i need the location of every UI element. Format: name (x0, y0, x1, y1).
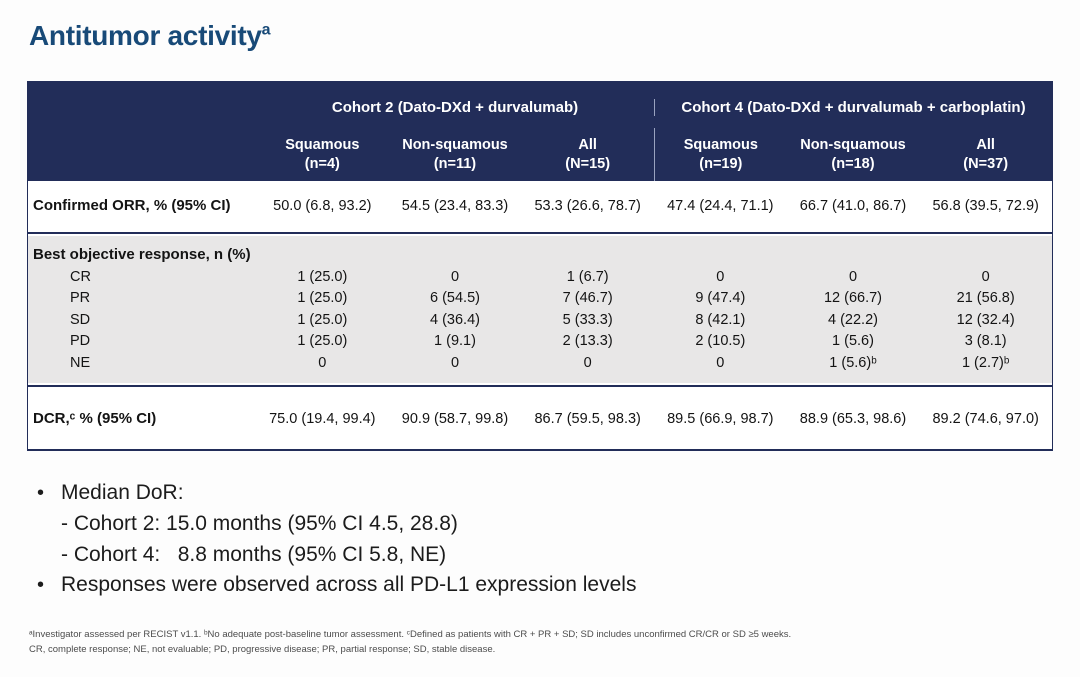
bor-row-cr: CR 1 (25.0) 0 1 (6.7) 0 0 0 (28, 266, 1052, 288)
row-label: PR (70, 290, 91, 307)
value-cell: 86.7 (59.5, 98.3) (534, 410, 641, 427)
value-cell: 0 (848, 268, 858, 285)
sub-bullet-cohort4: - Cohort 4: 8.8 months (95% CI 5.8, NE) (61, 542, 447, 566)
value-cell: 4 (36.4) (430, 311, 480, 328)
value-cell: 2 (10.5) (695, 333, 746, 350)
value-cell: 1 (9.1) (434, 333, 476, 350)
value-cell: 66.7 (41.0, 86.7) (799, 197, 907, 214)
value-cell: 0 (318, 354, 327, 371)
value-cell: 54.5 (23.4, 83.3) (401, 197, 509, 214)
column-header-row: Squamous (n=4) Non-squamous (n=11) All (… (28, 128, 1052, 181)
value-cell: 89.2 (74.6, 97.0) (932, 410, 1039, 427)
value-cell: 75.0 (19.4, 99.4) (269, 410, 376, 427)
row-label: DCR,ᶜ % (95% CI) (33, 410, 157, 427)
value-cell: 12 (32.4) (956, 311, 1015, 328)
value-cell: 0 (716, 268, 725, 285)
value-cell: 9 (47.4) (695, 290, 746, 307)
bor-row-pr: PR 1 (25.0) 6 (54.5) 7 (46.7) 9 (47.4) 1… (28, 288, 1052, 310)
value-cell: 1 (25.0) (297, 311, 348, 328)
value-cell: 5 (33.3) (562, 311, 613, 328)
cohort-group-header-row: Cohort 2 (Dato-DXd + durvalumab) Cohort … (28, 82, 1052, 128)
column-header-c2-all: All (N=15) (565, 137, 611, 172)
value-cell: 8 (42.1) (695, 311, 746, 328)
column-header-c4-nonsquamous: Non-squamous (n=18) (800, 137, 906, 172)
sub-bullet-cohort2: - Cohort 2: 15.0 months (95% CI 4.5, 28.… (61, 511, 458, 535)
value-cell: 1 (25.0) (297, 268, 348, 285)
row-label: PD (70, 333, 91, 350)
section-divider (28, 384, 1052, 387)
value-cell: 6 (54.5) (430, 290, 480, 307)
group-header-cohort4: Cohort 4 (Dato-DXd + durvalumab + carbop… (654, 98, 1052, 116)
value-cell: 2 (13.3) (562, 333, 613, 350)
page-title-footnote-marker: a (261, 21, 271, 39)
confirmed-orr-row: Confirmed ORR, % (95% CI) 50.0 (6.8, 93.… (28, 181, 1052, 230)
value-cell: 0 (450, 354, 460, 371)
bor-row-pd: PD 1 (25.0) 1 (9.1) 2 (13.3) 2 (10.5) 1 … (28, 331, 1052, 353)
best-objective-response-section: Best objective response, n (%) CR 1 (25.… (28, 236, 1052, 383)
column-header-c4-all: All (N=37) (963, 137, 1009, 172)
value-cell: 0 (450, 268, 460, 285)
column-header-c2-squamous: Squamous (n=4) (285, 137, 360, 172)
value-cell: 53.3 (26.6, 78.7) (534, 197, 641, 214)
value-cell: 1 (5.6)ᵇ (829, 354, 877, 371)
bor-section-title-row: Best objective response, n (%) (28, 243, 1052, 266)
footnote-line-2: CR, complete response; NE, not evaluable… (29, 643, 496, 655)
value-cell: 21 (56.8) (956, 290, 1015, 307)
value-cell: 88.9 (65.3, 98.6) (799, 410, 907, 427)
slide: Antitumor activitya Cohort 2 (Dato-DXd +… (27, 20, 1053, 657)
value-cell: 1 (2.7)ᵇ (961, 354, 1010, 371)
value-cell: 1 (25.0) (297, 290, 348, 307)
row-label: CR (70, 268, 91, 285)
value-cell: 1 (25.0) (297, 333, 348, 350)
page-title: Antitumor activitya (29, 20, 1053, 52)
results-table: Cohort 2 (Dato-DXd + durvalumab) Cohort … (27, 81, 1053, 451)
value-cell: 1 (6.7) (566, 268, 609, 285)
value-cell: 3 (8.1) (964, 333, 1007, 350)
value-cell: 4 (22.2) (828, 311, 878, 328)
column-header-c4-squamous: Squamous (n=19) (654, 128, 787, 181)
page-title-text: Antitumor activity (29, 20, 262, 51)
bullet-icon: • (37, 481, 45, 504)
row-label: NE (70, 354, 91, 371)
section-divider (28, 232, 1052, 234)
bor-row-sd: SD 1 (25.0) 4 (36.4) 5 (33.3) 8 (42.1) 4… (28, 309, 1052, 331)
value-cell: 1 (5.6) (832, 333, 874, 350)
bor-row-ne: NE 0 0 0 0 1 (5.6)ᵇ 1 (2.7)ᵇ (28, 352, 1052, 374)
section-label: Best objective response, n (%) (33, 246, 251, 263)
group-header-cohort2: Cohort 2 (Dato-DXd + durvalumab) (331, 98, 579, 116)
table-header: Cohort 2 (Dato-DXd + durvalumab) Cohort … (28, 82, 1052, 181)
footnotes: ᵃInvestigator assessed per RECIST v1.1. … (29, 627, 1053, 657)
value-cell: 47.4 (24.4, 71.1) (667, 197, 774, 214)
value-cell: 0 (583, 354, 592, 371)
value-cell: 7 (46.7) (562, 290, 613, 307)
value-cell: 50.0 (6.8, 93.2) (273, 197, 372, 214)
dcr-row: DCR,ᶜ % (95% CI) 75.0 (19.4, 99.4) 90.9 … (28, 389, 1052, 449)
bullet-pdl1-responses: • Responses were observed across all PD-… (37, 570, 1053, 600)
value-cell: 12 (66.7) (823, 290, 883, 307)
summary-bullets: • Median DoR: - Cohort 2: 15.0 months (9… (37, 478, 1053, 600)
row-label: SD (70, 311, 91, 328)
value-cell: 89.5 (66.9, 98.7) (667, 410, 774, 427)
column-header-c2-nonsquamous: Non-squamous (n=11) (402, 137, 508, 172)
bullet-icon: • (37, 573, 45, 596)
footnote-line-1: ᵃInvestigator assessed per RECIST v1.1. … (29, 628, 792, 640)
value-cell: 90.9 (58.7, 99.8) (401, 410, 509, 427)
value-cell: 56.8 (39.5, 72.9) (932, 197, 1039, 214)
value-cell: 0 (716, 354, 725, 371)
value-cell: 0 (981, 268, 990, 285)
bullet-median-dor: • Median DoR: (37, 478, 1053, 508)
row-label: Confirmed ORR, % (95% CI) (33, 197, 231, 214)
